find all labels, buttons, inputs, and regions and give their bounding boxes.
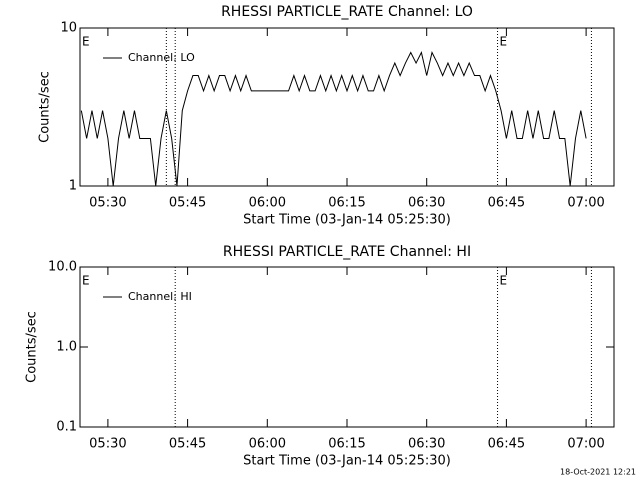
y-tick-label: 10.0 — [48, 260, 77, 275]
data-line — [80, 51, 587, 187]
x-tick-label: 07:00 — [567, 196, 604, 211]
x-tick-label: 05:30 — [89, 437, 126, 452]
x-tick-label: 06:30 — [408, 196, 445, 211]
event-marker: E — [82, 274, 90, 288]
event-marker: E — [500, 274, 508, 288]
event-marker: E — [500, 35, 508, 49]
x-tick-label: 06:00 — [249, 437, 286, 452]
footer: 18-Oct-2021 12:21 — [560, 468, 636, 477]
x-tick-label: 06:45 — [488, 437, 525, 452]
y-tick-label: 0.1 — [56, 420, 77, 435]
x-axis-label: Start Time (03-Jan-14 05:25:30) — [243, 213, 451, 228]
x-tick-label: 05:30 — [89, 196, 126, 211]
x-tick-label: 06:30 — [408, 437, 445, 452]
y-tick-label: 1.0 — [56, 340, 77, 355]
y-tick-label: 1 — [69, 179, 77, 194]
x-tick-label: 07:00 — [567, 437, 604, 452]
x-axis-label: Start Time (03-Jan-14 05:25:30) — [243, 454, 451, 469]
x-tick-label: 06:45 — [488, 196, 525, 211]
legend-label: Channel: HI — [128, 290, 192, 303]
x-tick-label: 05:45 — [169, 196, 206, 211]
x-tick-label: 06:15 — [328, 437, 365, 452]
chart-title: RHESSI PARTICLE_RATE Channel: HI — [223, 244, 471, 260]
y-axis-label: Counts/sec — [25, 311, 40, 383]
chart-title: RHESSI PARTICLE_RATE Channel: LO — [221, 4, 473, 20]
y-tick-label: 10 — [60, 21, 77, 36]
x-tick-label: 06:00 — [249, 196, 286, 211]
event-marker: E — [82, 35, 90, 49]
y-axis-label: Counts/sec — [38, 71, 53, 143]
x-tick-label: 06:15 — [328, 196, 365, 211]
x-tick-label: 05:45 — [169, 437, 206, 452]
legend-label: Channel: LO — [128, 51, 195, 64]
